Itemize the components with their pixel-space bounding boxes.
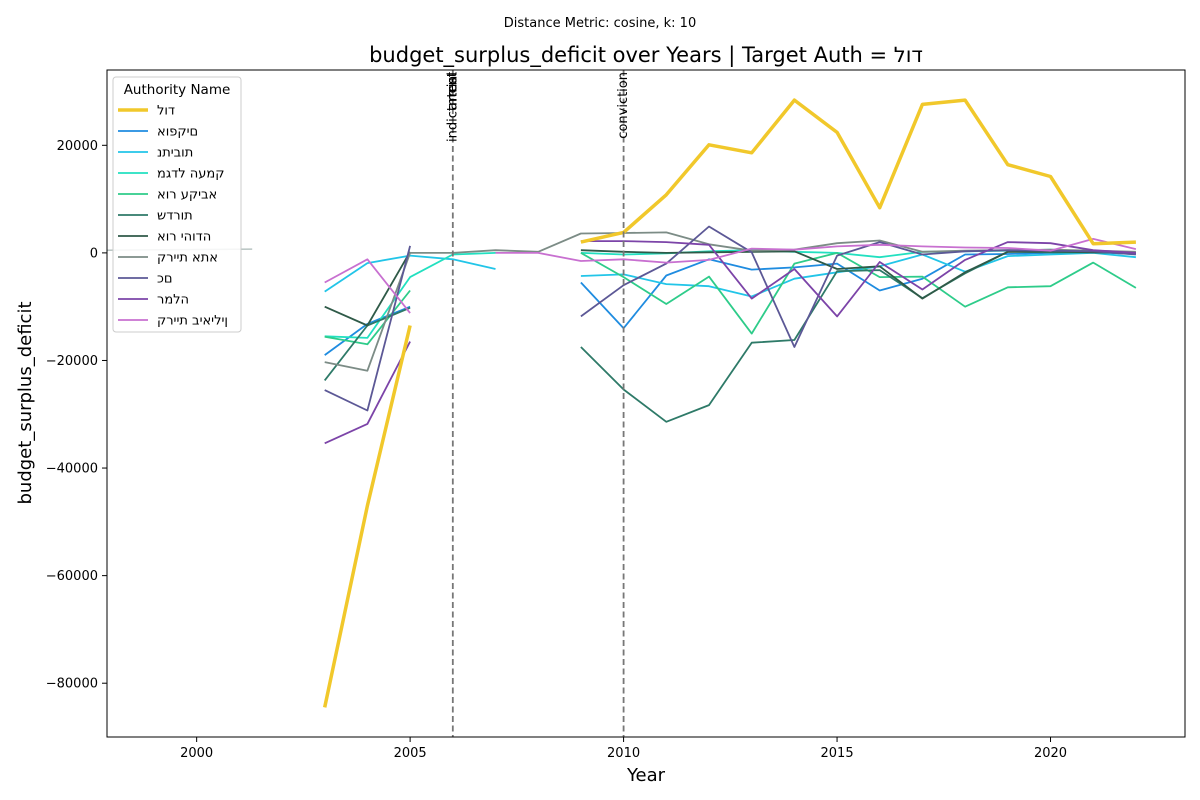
y-axis-title: budget_surplus_deficit xyxy=(15,301,36,504)
legend-title: Authority Name xyxy=(124,82,231,98)
series-9-line-segment-0 xyxy=(324,341,411,445)
legend-label-0: דול xyxy=(157,104,175,119)
legend-item-3: קמעה לדגמ xyxy=(118,167,225,182)
legend-item-2: תוביתנ xyxy=(118,146,193,161)
series-8-line-segment-0 xyxy=(324,245,411,412)
series-4 xyxy=(324,251,1137,346)
event-label-arrest: arrest xyxy=(445,72,460,110)
legend-item-1: םיקפוא xyxy=(118,125,198,140)
event-label-conviction: conviction xyxy=(616,72,631,139)
y-tick-label-3: −20000 xyxy=(46,354,98,369)
series-4-line-segment-0 xyxy=(324,289,411,346)
legend-label-8: םכ xyxy=(157,272,173,287)
legend-item-0: דול xyxy=(118,104,175,119)
y-tick-label-0: −80000 xyxy=(46,677,98,692)
x-tick-label-2010: 2010 xyxy=(607,746,640,761)
series-9-line-segment-1 xyxy=(580,240,1136,318)
series-3-line-segment-0 xyxy=(324,252,496,339)
legend: Authority Name דול םיקפוא תוביתנ קמעה לדגמ א… xyxy=(112,76,242,333)
series-2 xyxy=(324,251,1136,298)
x-tick-label-2000: 2000 xyxy=(180,746,213,761)
legend-label-5: תורדש xyxy=(157,209,193,224)
series-9 xyxy=(324,240,1136,445)
series-lines xyxy=(322,98,1137,708)
legend-item-6: הדוהי רוא xyxy=(118,230,211,245)
legend-box xyxy=(112,76,242,333)
series-10-line-segment-1 xyxy=(495,237,1137,264)
plot-border xyxy=(106,69,1186,738)
x-tick-label-2005: 2005 xyxy=(394,746,427,761)
x-tick-label-2020: 2020 xyxy=(1034,746,1067,761)
series-6-line-segment-0 xyxy=(324,251,411,327)
legend-label-2: תוביתנ xyxy=(157,146,193,161)
legend-item-10: ןיליאיב תיירק xyxy=(118,314,228,329)
legend-label-4: אביקע רוא xyxy=(157,188,217,203)
y-tick-label-2: −40000 xyxy=(46,462,98,477)
chart-suptitle: Distance Metric: cosine, k: 10 xyxy=(504,16,696,31)
legend-label-1: םיקפוא xyxy=(157,125,198,140)
series-4-line-segment-1 xyxy=(580,251,1137,335)
x-axis-ticks: 2000 2005 2010 2015 2020 xyxy=(180,737,1067,761)
legend-label-3: קמעה לדגמ xyxy=(157,167,225,182)
series-0-line-segment-0 xyxy=(322,325,412,708)
x-axis-title: Year xyxy=(626,765,666,786)
series-10 xyxy=(324,237,1137,314)
legend-item-5: תורדש xyxy=(118,209,193,224)
series-0-line-segment-1 xyxy=(580,98,1136,246)
series-2-line-segment-0 xyxy=(324,254,496,293)
y-tick-label-4: 0 xyxy=(90,246,98,261)
x-tick-label-2015: 2015 xyxy=(821,746,854,761)
legend-item-8: םכ xyxy=(118,272,173,287)
legend-items: דול םיקפוא תוביתנ קמעה לדגמ אביקע רוא תורדש הד… xyxy=(118,104,228,329)
y-tick-label-1: −60000 xyxy=(46,569,98,584)
series-0 xyxy=(322,98,1136,708)
legend-item-4: אביקע רוא xyxy=(118,188,217,203)
legend-item-7: אתא תיירק xyxy=(118,251,218,266)
event-label-indictment: indictment xyxy=(445,72,460,142)
legend-item-9: הלמר xyxy=(118,293,189,308)
plot-area xyxy=(107,70,1185,737)
legend-label-9: הלמר xyxy=(157,293,189,308)
chart-title: budget_surplus_deficit over Years | Targ… xyxy=(369,43,923,68)
y-axis-ticks: −80000 −60000 −40000 −20000 0 20000 xyxy=(46,139,107,692)
legend-label-7: אתא תיירק xyxy=(157,251,218,266)
series-10-line-segment-0 xyxy=(324,258,411,314)
series-2-line-segment-1 xyxy=(580,251,1136,298)
event-label-trial: trial xyxy=(445,72,460,98)
legend-label-6: הדוהי רוא xyxy=(157,230,211,245)
legend-label-10: ןיליאיב תיירק xyxy=(157,314,228,329)
y-tick-label-5: 20000 xyxy=(57,139,98,154)
